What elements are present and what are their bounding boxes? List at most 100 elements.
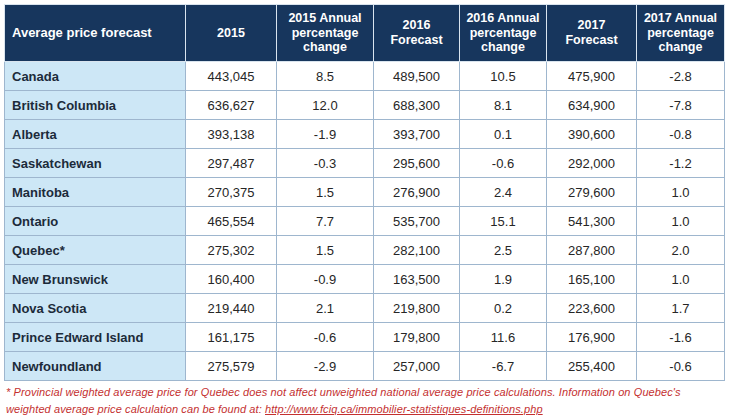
value-cell: -1.9 xyxy=(277,120,374,149)
header-row: Average price forecast20152015 Annual pe… xyxy=(5,5,725,62)
value-cell: -0.3 xyxy=(277,149,374,178)
column-header: 2015 xyxy=(186,5,277,62)
value-cell: 1.9 xyxy=(460,265,547,294)
value-cell: 219,800 xyxy=(374,294,460,323)
row-label-cell: Quebec* xyxy=(5,236,186,265)
value-cell: 489,500 xyxy=(374,62,460,91)
value-cell: 688,300 xyxy=(374,91,460,120)
value-cell: -0.6 xyxy=(277,323,374,352)
value-cell: 1.7 xyxy=(637,294,725,323)
value-cell: -0.9 xyxy=(277,265,374,294)
table-row: Manitoba270,3751.5276,9002.4279,6001.0 xyxy=(5,178,725,207)
value-cell: 1.5 xyxy=(277,178,374,207)
value-cell: 390,600 xyxy=(547,120,637,149)
value-cell: 282,100 xyxy=(374,236,460,265)
value-cell: 163,500 xyxy=(374,265,460,294)
table-body: Canada443,0458.5489,50010.5475,900-2.8Br… xyxy=(5,62,725,381)
value-cell: -2.9 xyxy=(277,352,374,381)
value-cell: 2.4 xyxy=(460,178,547,207)
value-cell: 276,900 xyxy=(374,178,460,207)
value-cell: 179,800 xyxy=(374,323,460,352)
column-header: 2017 Forecast xyxy=(547,5,637,62)
value-cell: 535,700 xyxy=(374,207,460,236)
row-label-cell: New Brunswick xyxy=(5,265,186,294)
value-cell: 634,900 xyxy=(547,91,637,120)
value-cell: 8.1 xyxy=(460,91,547,120)
footnote: * Provincial weighted average price for … xyxy=(4,384,725,417)
table-header: Average price forecast20152015 Annual pe… xyxy=(5,5,725,62)
value-cell: 2.5 xyxy=(460,236,547,265)
value-cell: 1.5 xyxy=(277,236,374,265)
table-row: Nova Scotia219,4402.1219,8000.2223,6001.… xyxy=(5,294,725,323)
value-cell: 176,900 xyxy=(547,323,637,352)
value-cell: 10.5 xyxy=(460,62,547,91)
table-row: Quebec*275,3021.5282,1002.5287,8002.0 xyxy=(5,236,725,265)
value-cell: 0.2 xyxy=(460,294,547,323)
row-label-cell: Saskatchewan xyxy=(5,149,186,178)
value-cell: 636,627 xyxy=(186,91,277,120)
column-header: 2016 Annual percentage change xyxy=(460,5,547,62)
value-cell: 465,554 xyxy=(186,207,277,236)
value-cell: -0.6 xyxy=(637,352,725,381)
value-cell: 0.1 xyxy=(460,120,547,149)
row-label-cell: Prince Edward Island xyxy=(5,323,186,352)
row-label-cell: Ontario xyxy=(5,207,186,236)
page: Average price forecast20152015 Annual pe… xyxy=(0,0,729,417)
value-cell: 1.0 xyxy=(637,178,725,207)
value-cell: 160,400 xyxy=(186,265,277,294)
value-cell: 475,900 xyxy=(547,62,637,91)
table-row: Alberta393,138-1.9393,7000.1390,600-0.8 xyxy=(5,120,725,149)
row-label-cell: Canada xyxy=(5,62,186,91)
value-cell: 1.0 xyxy=(637,265,725,294)
value-cell: 279,600 xyxy=(547,178,637,207)
value-cell: -1.2 xyxy=(637,149,725,178)
column-header: 2015 Annual percentage change xyxy=(277,5,374,62)
table-row: British Columbia636,62712.0688,3008.1634… xyxy=(5,91,725,120)
value-cell: 11.6 xyxy=(460,323,547,352)
value-cell: 393,700 xyxy=(374,120,460,149)
column-header: 2016 Forecast xyxy=(374,5,460,62)
value-cell: -7.8 xyxy=(637,91,725,120)
value-cell: -0.8 xyxy=(637,120,725,149)
table-title-header: Average price forecast xyxy=(5,5,186,62)
value-cell: -2.8 xyxy=(637,62,725,91)
table-row: Prince Edward Island161,175-0.6179,80011… xyxy=(5,323,725,352)
value-cell: 223,600 xyxy=(547,294,637,323)
value-cell: 1.0 xyxy=(637,207,725,236)
row-label-cell: British Columbia xyxy=(5,91,186,120)
average-price-forecast-table: Average price forecast20152015 Annual pe… xyxy=(4,4,725,381)
value-cell: 297,487 xyxy=(186,149,277,178)
value-cell: 2.0 xyxy=(637,236,725,265)
row-label-cell: Alberta xyxy=(5,120,186,149)
value-cell: 257,000 xyxy=(374,352,460,381)
table-row: Ontario465,5547.7535,70015.1541,3001.0 xyxy=(5,207,725,236)
value-cell: 7.7 xyxy=(277,207,374,236)
value-cell: 292,000 xyxy=(547,149,637,178)
value-cell: 161,175 xyxy=(186,323,277,352)
value-cell: 287,800 xyxy=(547,236,637,265)
value-cell: 219,440 xyxy=(186,294,277,323)
value-cell: 443,045 xyxy=(186,62,277,91)
value-cell: 275,579 xyxy=(186,352,277,381)
value-cell: 15.1 xyxy=(460,207,547,236)
value-cell: 12.0 xyxy=(277,91,374,120)
table-row: Canada443,0458.5489,50010.5475,900-2.8 xyxy=(5,62,725,91)
value-cell: 275,302 xyxy=(186,236,277,265)
row-label-cell: Nova Scotia xyxy=(5,294,186,323)
row-label-cell: Manitoba xyxy=(5,178,186,207)
value-cell: 541,300 xyxy=(547,207,637,236)
value-cell: 393,138 xyxy=(186,120,277,149)
value-cell: 2.1 xyxy=(277,294,374,323)
table-row: Saskatchewan297,487-0.3295,600-0.6292,00… xyxy=(5,149,725,178)
value-cell: -0.6 xyxy=(460,149,547,178)
row-label-cell: Newfoundland xyxy=(5,352,186,381)
footnote-link[interactable]: http://www.fciq.ca/immobilier-statistiqu… xyxy=(265,403,543,415)
value-cell: -6.7 xyxy=(460,352,547,381)
table-row: New Brunswick160,400-0.9163,5001.9165,10… xyxy=(5,265,725,294)
value-cell: 8.5 xyxy=(277,62,374,91)
table-row: Newfoundland275,579-2.9257,000-6.7255,40… xyxy=(5,352,725,381)
column-header: 2017 Annual percentage change xyxy=(637,5,725,62)
value-cell: 255,400 xyxy=(547,352,637,381)
value-cell: 295,600 xyxy=(374,149,460,178)
value-cell: -1.6 xyxy=(637,323,725,352)
